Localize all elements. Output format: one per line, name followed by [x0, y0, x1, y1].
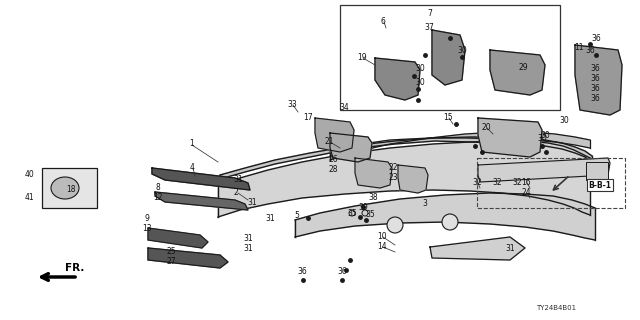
Text: 36: 36 [590, 84, 600, 92]
Bar [42, 168, 97, 208]
Text: 29: 29 [518, 62, 528, 71]
Polygon shape [355, 158, 392, 188]
Text: 10: 10 [377, 231, 387, 241]
Text: 17: 17 [303, 113, 313, 122]
Polygon shape [315, 118, 354, 152]
Text: 34: 34 [339, 102, 349, 111]
Text: 31: 31 [505, 244, 515, 252]
Text: 36: 36 [337, 268, 347, 276]
Bar [477, 158, 625, 208]
Text: 27: 27 [166, 257, 176, 266]
Polygon shape [330, 133, 372, 162]
Text: 23: 23 [388, 172, 398, 181]
Bar [340, 5, 560, 110]
Text: 31: 31 [265, 213, 275, 222]
Text: 35: 35 [347, 209, 357, 218]
Text: 41: 41 [24, 193, 34, 202]
Polygon shape [330, 132, 590, 160]
Text: 31: 31 [247, 197, 257, 206]
Text: 1: 1 [189, 139, 195, 148]
Text: 30: 30 [559, 116, 569, 124]
Polygon shape [295, 193, 595, 240]
Text: 33: 33 [287, 100, 297, 108]
Circle shape [387, 217, 403, 233]
Text: 32: 32 [492, 178, 502, 187]
Text: 36: 36 [591, 34, 601, 43]
Polygon shape [430, 237, 525, 260]
Text: 20: 20 [481, 123, 491, 132]
Text: 32: 32 [472, 178, 482, 187]
Text: 16: 16 [521, 178, 531, 187]
Polygon shape [478, 158, 610, 182]
Polygon shape [155, 192, 248, 210]
Text: 4: 4 [189, 163, 195, 172]
Text: 18: 18 [67, 185, 76, 194]
Text: 3: 3 [422, 198, 428, 207]
Bar [586, 162, 608, 180]
Text: FR.: FR. [65, 263, 84, 273]
Polygon shape [432, 30, 465, 85]
Text: 30: 30 [457, 45, 467, 54]
Text: 28: 28 [328, 164, 338, 173]
Text: 31: 31 [233, 174, 243, 183]
Text: 37: 37 [424, 22, 434, 31]
Text: 8: 8 [156, 182, 161, 191]
Text: 7: 7 [428, 9, 433, 18]
Text: 32: 32 [512, 178, 522, 187]
Polygon shape [398, 165, 428, 193]
Text: 35: 35 [365, 210, 375, 219]
Text: 31: 31 [243, 244, 253, 252]
Text: 5: 5 [294, 211, 300, 220]
Ellipse shape [51, 177, 79, 199]
Text: 36: 36 [297, 268, 307, 276]
Polygon shape [490, 50, 545, 95]
Text: 39: 39 [358, 203, 368, 212]
Text: 36: 36 [590, 74, 600, 83]
Text: 12: 12 [153, 193, 163, 202]
Text: 36: 36 [590, 93, 600, 102]
Text: 30: 30 [540, 131, 550, 140]
Text: 30: 30 [415, 77, 425, 86]
Text: 31: 31 [243, 234, 253, 243]
Text: 38: 38 [368, 193, 378, 202]
Text: 22: 22 [388, 163, 397, 172]
Polygon shape [148, 248, 228, 268]
Polygon shape [218, 141, 590, 217]
Circle shape [442, 214, 458, 230]
Text: 2: 2 [234, 188, 238, 196]
Text: 15: 15 [443, 113, 453, 122]
Text: 26: 26 [328, 155, 338, 164]
Text: 19: 19 [357, 52, 367, 61]
Text: 40: 40 [24, 170, 34, 179]
Text: 14: 14 [377, 242, 387, 251]
Polygon shape [148, 228, 208, 248]
Text: 30: 30 [415, 63, 425, 73]
Polygon shape [220, 137, 592, 179]
Text: 21: 21 [324, 137, 333, 146]
Text: 36: 36 [585, 45, 595, 54]
Text: 6: 6 [381, 17, 385, 26]
Polygon shape [375, 58, 420, 100]
Text: 9: 9 [145, 213, 149, 222]
Text: 30: 30 [537, 133, 547, 142]
Polygon shape [478, 118, 542, 157]
Text: 36: 36 [590, 63, 600, 73]
Text: 25: 25 [166, 246, 176, 255]
Text: TY24B4B01: TY24B4B01 [536, 305, 576, 311]
Text: 13: 13 [142, 223, 152, 233]
Polygon shape [575, 45, 622, 115]
Text: 24: 24 [521, 188, 531, 196]
Text: 11: 11 [574, 43, 584, 52]
Text: B-B-1: B-B-1 [589, 180, 611, 189]
Polygon shape [152, 168, 250, 190]
